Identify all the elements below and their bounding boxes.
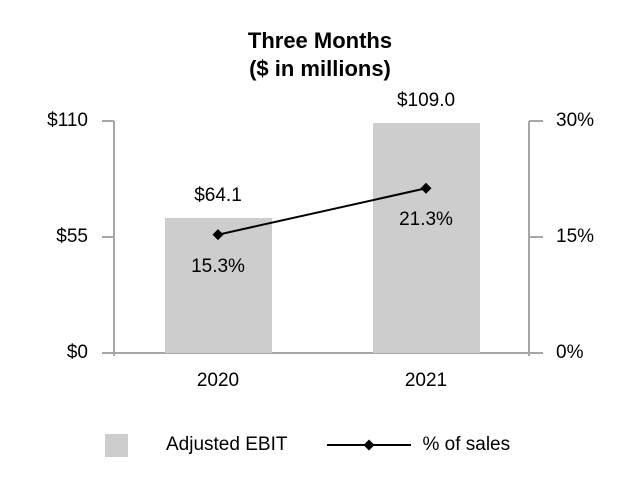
legend-label-adjusted-ebit: Adjusted EBIT [166, 434, 288, 455]
x-axis-line [102, 352, 543, 354]
x-category-label-2020: 2020 [196, 370, 240, 391]
legend: Adjusted EBIT % of sales [105, 432, 510, 458]
bar-2020 [164, 217, 272, 353]
right-axis-tick-top [529, 120, 543, 122]
right-axis-tick-mid [529, 236, 543, 238]
left-axis-label-55: $55 [56, 226, 88, 247]
legend-bar-swatch [105, 433, 128, 457]
right-axis-label-0: 0% [556, 342, 584, 363]
chart-subtitle: ($ in millions) [249, 56, 391, 81]
right-axis-label-30: 30% [556, 110, 595, 131]
legend-label-pct-of-sales: % of sales [422, 434, 511, 455]
bar-value-label-2020: $64.1 [194, 184, 242, 206]
pct-label-2021: 21.3% [399, 209, 453, 231]
x-category-label-2021: 2021 [404, 370, 448, 391]
legend-line-diamond-swatch [327, 439, 412, 451]
bar-value-label-2021: $109.0 [396, 90, 456, 112]
left-axis-label-0: $0 [66, 342, 88, 363]
left-axis-tick-mid [102, 236, 114, 238]
right-axis-line [528, 121, 530, 356]
left-axis-line [113, 121, 115, 356]
left-axis-label-110: $110 [47, 110, 88, 131]
title-block: Three Months ($ in millions) [0, 27, 640, 83]
left-axis-tick-top [102, 120, 114, 122]
bar-2021 [372, 123, 480, 353]
pct-label-2020: 15.3% [191, 255, 245, 277]
right-axis-label-15: 15% [556, 226, 595, 247]
chart-title: Three Months [247, 28, 393, 53]
